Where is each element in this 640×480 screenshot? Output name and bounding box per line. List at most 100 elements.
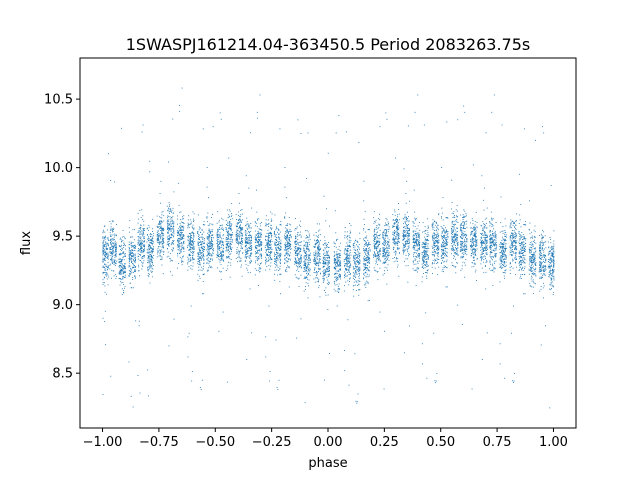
data-point xyxy=(287,265,288,267)
data-point xyxy=(142,262,144,264)
data-point xyxy=(167,209,169,211)
data-point xyxy=(354,353,356,355)
data-point xyxy=(363,200,365,202)
data-point xyxy=(348,261,350,263)
data-point xyxy=(305,270,307,272)
data-point xyxy=(258,250,260,251)
data-point xyxy=(339,262,341,263)
data-point xyxy=(394,220,396,221)
data-point xyxy=(173,235,175,237)
data-point xyxy=(375,248,377,250)
data-point xyxy=(225,237,227,239)
data-point xyxy=(316,273,318,275)
data-point xyxy=(245,263,247,265)
data-point xyxy=(222,241,224,243)
data-point xyxy=(113,227,115,229)
data-point xyxy=(349,223,350,224)
data-point xyxy=(134,257,136,259)
data-point xyxy=(326,263,328,265)
data-point xyxy=(294,241,296,243)
data-point xyxy=(280,258,282,260)
data-point xyxy=(338,254,340,255)
data-point xyxy=(218,243,220,245)
data-point xyxy=(177,246,179,248)
data-point xyxy=(129,252,131,254)
data-point xyxy=(192,257,194,258)
data-point xyxy=(229,210,231,212)
data-point xyxy=(318,265,320,267)
data-point xyxy=(377,271,379,272)
data-point xyxy=(229,227,231,229)
data-point xyxy=(363,278,364,280)
data-point xyxy=(366,282,368,284)
data-point xyxy=(348,239,350,241)
data-point xyxy=(148,229,149,231)
data-point xyxy=(249,261,250,263)
data-point xyxy=(140,248,141,250)
data-point xyxy=(276,269,278,271)
data-point xyxy=(305,261,307,263)
data-point xyxy=(288,237,290,238)
data-point xyxy=(287,235,289,237)
data-point xyxy=(181,258,183,260)
data-point xyxy=(197,231,199,233)
data-point xyxy=(180,224,182,226)
data-point xyxy=(151,248,153,250)
data-point xyxy=(238,220,239,221)
data-point xyxy=(336,279,338,281)
data-point xyxy=(159,235,161,237)
data-point xyxy=(307,297,309,299)
data-point xyxy=(102,247,104,249)
data-point xyxy=(190,236,191,238)
data-point xyxy=(346,275,348,277)
data-point xyxy=(124,255,126,257)
data-point xyxy=(171,219,173,221)
data-point xyxy=(382,261,384,263)
data-point xyxy=(323,261,324,262)
data-point xyxy=(246,245,247,246)
data-point xyxy=(140,255,141,257)
data-point xyxy=(366,246,368,247)
data-point xyxy=(376,241,377,243)
data-point xyxy=(200,243,202,245)
data-point xyxy=(128,251,130,253)
data-point xyxy=(120,273,122,275)
data-point xyxy=(177,240,178,241)
data-point xyxy=(244,237,246,239)
data-point xyxy=(177,235,179,237)
data-point xyxy=(358,267,360,269)
data-point xyxy=(383,239,385,241)
data-point xyxy=(152,268,154,270)
data-point xyxy=(209,258,211,259)
data-point xyxy=(130,254,131,256)
data-point xyxy=(187,247,188,248)
data-point xyxy=(280,293,281,295)
data-point xyxy=(394,238,396,240)
data-point xyxy=(365,257,367,259)
data-point xyxy=(217,251,219,253)
data-point xyxy=(105,257,107,259)
data-point xyxy=(221,240,223,242)
data-point xyxy=(237,239,239,241)
data-point xyxy=(257,236,259,238)
data-point xyxy=(315,232,317,233)
data-point xyxy=(393,238,395,240)
data-point xyxy=(257,233,259,234)
data-point xyxy=(140,249,142,251)
data-point xyxy=(368,282,369,284)
data-point xyxy=(201,242,203,244)
data-point xyxy=(210,245,211,247)
data-point xyxy=(238,232,240,234)
data-point xyxy=(217,239,219,241)
data-point xyxy=(207,221,208,223)
data-point xyxy=(238,219,240,221)
data-point xyxy=(131,262,132,263)
data-point xyxy=(166,221,168,223)
data-point xyxy=(141,209,143,211)
data-point xyxy=(203,255,205,256)
data-point xyxy=(364,284,366,286)
data-point xyxy=(299,250,301,252)
data-point xyxy=(130,258,132,260)
data-point xyxy=(217,237,219,239)
data-point xyxy=(294,242,296,244)
